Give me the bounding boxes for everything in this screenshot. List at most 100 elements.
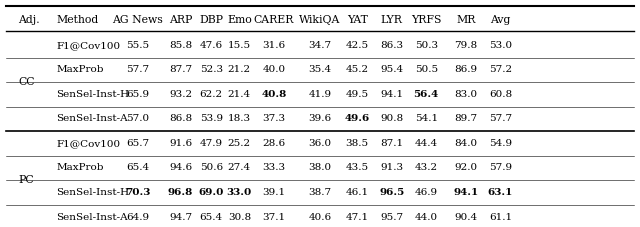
Text: 33.3: 33.3: [262, 163, 285, 173]
Text: 63.1: 63.1: [488, 188, 513, 197]
Text: YAT: YAT: [347, 15, 367, 25]
Text: 21.2: 21.2: [228, 65, 251, 74]
Text: 49.6: 49.6: [344, 114, 370, 123]
Text: 57.9: 57.9: [489, 163, 512, 173]
Text: 64.9: 64.9: [126, 212, 149, 222]
Text: MaxProb: MaxProb: [56, 163, 104, 173]
Text: 42.5: 42.5: [346, 41, 369, 50]
Text: 35.4: 35.4: [308, 65, 332, 74]
Text: 40.6: 40.6: [308, 212, 332, 222]
Text: F1@Cov100: F1@Cov100: [56, 41, 120, 50]
Text: Adj.: Adj.: [18, 15, 40, 25]
Text: 37.1: 37.1: [262, 212, 285, 222]
Text: 47.9: 47.9: [200, 139, 223, 148]
Text: 47.1: 47.1: [346, 212, 369, 222]
Text: 86.8: 86.8: [169, 114, 192, 123]
Text: 50.5: 50.5: [415, 65, 438, 74]
Text: 61.1: 61.1: [489, 212, 512, 222]
Text: ARP: ARP: [169, 15, 192, 25]
Text: 57.7: 57.7: [126, 65, 149, 74]
Text: 54.9: 54.9: [489, 139, 512, 148]
Text: SenSel-Inst-H: SenSel-Inst-H: [56, 90, 129, 99]
Text: PC: PC: [18, 175, 33, 185]
Text: 38.7: 38.7: [308, 188, 332, 197]
Text: 83.0: 83.0: [454, 90, 477, 99]
Text: 39.6: 39.6: [308, 114, 332, 123]
Text: YRFS: YRFS: [411, 15, 442, 25]
Text: 15.5: 15.5: [228, 41, 251, 50]
Text: 65.4: 65.4: [200, 212, 223, 222]
Text: 91.6: 91.6: [169, 139, 192, 148]
Text: WikiQA: WikiQA: [300, 15, 340, 25]
Text: 53.9: 53.9: [200, 114, 223, 123]
Text: 41.9: 41.9: [308, 90, 332, 99]
Text: 94.7: 94.7: [169, 212, 192, 222]
Text: 60.8: 60.8: [489, 90, 512, 99]
Text: 50.6: 50.6: [200, 163, 223, 173]
Text: 90.4: 90.4: [454, 212, 477, 222]
Text: LYR: LYR: [381, 15, 403, 25]
Text: CC: CC: [18, 77, 35, 87]
Text: 57.2: 57.2: [489, 65, 512, 74]
Text: 40.0: 40.0: [262, 65, 285, 74]
Text: 25.2: 25.2: [228, 139, 251, 148]
Text: MR: MR: [456, 15, 476, 25]
Text: 62.2: 62.2: [200, 90, 223, 99]
Text: 33.0: 33.0: [227, 188, 252, 197]
Text: 86.9: 86.9: [454, 65, 477, 74]
Text: 36.0: 36.0: [308, 139, 332, 148]
Text: 57.0: 57.0: [126, 114, 149, 123]
Text: 70.3: 70.3: [125, 188, 150, 197]
Text: DBP: DBP: [199, 15, 223, 25]
Text: 43.2: 43.2: [415, 163, 438, 173]
Text: 40.8: 40.8: [261, 90, 287, 99]
Text: 90.8: 90.8: [380, 114, 403, 123]
Text: 47.6: 47.6: [200, 41, 223, 50]
Text: 43.5: 43.5: [346, 163, 369, 173]
Text: 18.3: 18.3: [228, 114, 251, 123]
Text: 55.5: 55.5: [126, 41, 149, 50]
Text: 38.5: 38.5: [346, 139, 369, 148]
Text: 39.1: 39.1: [262, 188, 285, 197]
Text: 65.7: 65.7: [126, 139, 149, 148]
Text: SenSel-Inst-A: SenSel-Inst-A: [56, 114, 128, 123]
Text: 65.4: 65.4: [126, 163, 149, 173]
Text: 45.2: 45.2: [346, 65, 369, 74]
Text: 57.7: 57.7: [489, 114, 512, 123]
Text: 52.3: 52.3: [200, 65, 223, 74]
Text: 54.1: 54.1: [415, 114, 438, 123]
Text: 50.3: 50.3: [415, 41, 438, 50]
Text: 31.6: 31.6: [262, 41, 285, 50]
Text: 38.0: 38.0: [308, 163, 332, 173]
Text: Avg: Avg: [490, 15, 511, 25]
Text: 44.4: 44.4: [415, 139, 438, 148]
Text: 84.0: 84.0: [454, 139, 477, 148]
Text: 93.2: 93.2: [169, 90, 192, 99]
Text: Emo: Emo: [227, 15, 252, 25]
Text: 34.7: 34.7: [308, 41, 332, 50]
Text: 86.3: 86.3: [380, 41, 403, 50]
Text: Method: Method: [56, 15, 99, 25]
Text: 69.0: 69.0: [198, 188, 224, 197]
Text: 27.4: 27.4: [228, 163, 251, 173]
Text: 21.4: 21.4: [228, 90, 251, 99]
Text: 87.7: 87.7: [169, 65, 192, 74]
Text: 65.9: 65.9: [126, 90, 149, 99]
Text: 95.4: 95.4: [380, 65, 403, 74]
Text: 95.7: 95.7: [380, 212, 403, 222]
Text: 44.0: 44.0: [415, 212, 438, 222]
Text: 53.0: 53.0: [489, 41, 512, 50]
Text: 96.5: 96.5: [379, 188, 404, 197]
Text: 46.9: 46.9: [415, 188, 438, 197]
Text: 85.8: 85.8: [169, 41, 192, 50]
Text: 96.8: 96.8: [168, 188, 193, 197]
Text: 30.8: 30.8: [228, 212, 251, 222]
Text: 94.6: 94.6: [169, 163, 192, 173]
Text: CARER: CARER: [253, 15, 294, 25]
Text: SenSel-Inst-H: SenSel-Inst-H: [56, 188, 129, 197]
Text: 92.0: 92.0: [454, 163, 477, 173]
Text: AG News: AG News: [112, 15, 163, 25]
Text: 91.3: 91.3: [380, 163, 403, 173]
Text: 56.4: 56.4: [413, 90, 439, 99]
Text: 94.1: 94.1: [380, 90, 403, 99]
